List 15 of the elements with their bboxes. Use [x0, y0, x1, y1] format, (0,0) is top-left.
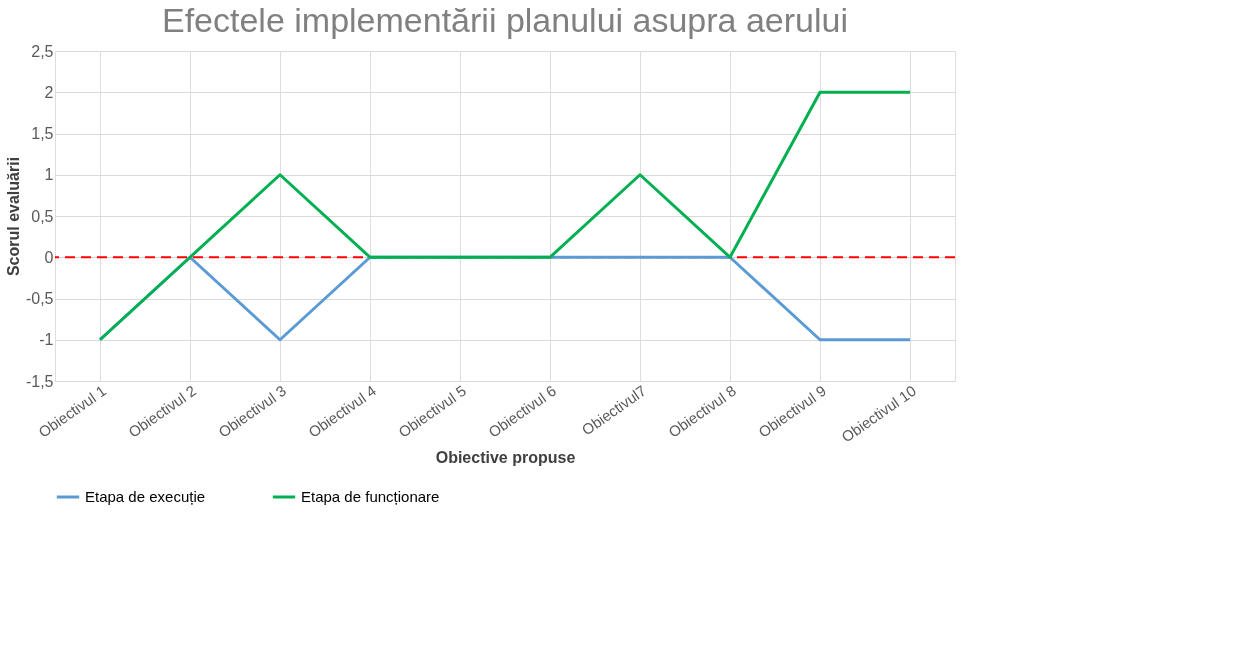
- y-tick-label: 2: [44, 83, 54, 101]
- chart-title: Efectele implementării planului asupra aerului: [161, 1, 849, 39]
- y-tick-label: 0,5: [31, 207, 54, 225]
- y-tick-label: -1: [39, 331, 54, 349]
- y-tick-label: 2,5: [31, 42, 54, 60]
- y-tick-label: 1: [44, 166, 54, 184]
- y-axis-title: Scorul evaluării: [4, 156, 22, 277]
- y-tick-label: -1,5: [25, 372, 54, 390]
- x-axis-title: Obiective propuse: [435, 448, 576, 466]
- y-tick-label: -0,5: [25, 290, 54, 307]
- line-series: [98, 90, 912, 342]
- y-tick-label: 0: [44, 248, 54, 266]
- legend-label: Etapa de execuție: [85, 488, 206, 505]
- y-tick-label: 1,5: [31, 125, 54, 142]
- legend-label: Etapa de funcționare: [301, 488, 440, 505]
